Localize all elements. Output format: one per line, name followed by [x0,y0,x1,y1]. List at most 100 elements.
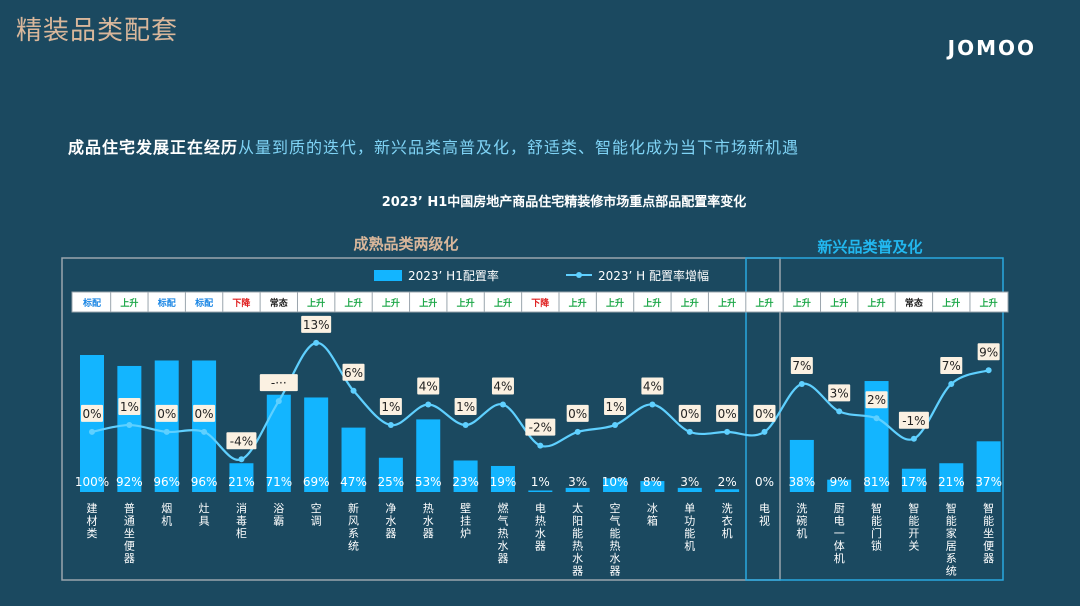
bar [192,360,217,492]
legend-line-marker [576,272,582,278]
growth-label-box [865,391,888,409]
growth-point [873,415,880,422]
category-label: 烟机 [161,501,172,528]
bar-value-label: 21% [938,475,965,489]
bar-value-label: 96% [153,475,180,489]
growth-value-label: -4% [230,434,253,448]
growth-label-box [525,418,556,436]
status-label: 上升 [681,297,699,309]
bar-value-label: 9% [830,475,849,489]
growth-label-box [940,356,963,374]
status-label: 上升 [718,297,736,309]
growth-value-label: 0% [157,407,176,421]
category-label: 普通坐便器 [124,501,135,565]
growth-value-label: 7% [792,359,811,373]
status-label: 上升 [382,297,400,309]
bar [827,479,852,492]
bar-value-label: 37% [975,475,1002,489]
growth-value-label: 0% [568,407,587,421]
growth-value-label: 1% [606,400,625,414]
growth-line-series [89,339,992,463]
bar-value-label: 47% [340,475,367,489]
bar [117,365,142,492]
status-label: 标配 [194,297,213,309]
growth-point [985,367,992,374]
bar-value-label: 2% [718,475,737,489]
status-label: 标配 [157,297,176,309]
category-label: 壁挂炉 [460,501,471,540]
status-label: 上升 [830,297,848,309]
bar-value-label: 8% [643,475,662,489]
status-row-frame [71,291,1009,313]
growth-label-box [790,356,813,374]
legend-bar-label: 2023’ H1配置率 [408,268,499,283]
growth-point [649,401,656,408]
bar [80,355,104,492]
status-label: 上升 [755,297,773,309]
mature-frame [61,257,781,581]
growth-label-box [977,343,1000,361]
growth-label-box [342,363,365,381]
category-label: 浴霸 [273,502,284,528]
bar-value-label: 19% [490,475,517,489]
growth-value-label: 9% [979,345,998,359]
growth-value-labels: 0% 1% 0% 0% -4% -··· 13% 6% 1% 4% 1% 4% -2% 0% 1% 4% 0% 0… [81,315,1000,450]
growth-value-label: 3% [830,386,849,400]
page-title: 精装品类配套 [16,16,179,46]
chart-legend: 2023’ H1配置率 2023’ H 配置率增幅 [374,268,709,283]
growth-label-box [259,374,298,392]
bar [528,490,553,492]
category-label: 消毒柜 [236,501,247,540]
growth-label-box [898,411,929,429]
bar [453,460,478,492]
growth-point [89,428,95,435]
growth-value-label: 1% [120,400,139,414]
category-label: 热水器 [423,502,434,540]
bar-value-label: 25% [378,475,405,489]
growth-point [425,401,432,408]
bar-value-label: 17% [901,475,928,489]
category-label: 灶具 [199,502,210,528]
category-label: 空调 [311,501,322,528]
category-label: 冰箱 [647,502,658,528]
bar [715,489,740,492]
growth-point [761,428,768,435]
category-label: 空气能热水器 [610,501,621,578]
bar-value-label: 53% [415,475,442,489]
status-label: 上升 [793,297,811,309]
legend-line-label: 2023’ H 配置率增幅 [598,268,709,283]
status-label: 上升 [980,297,998,309]
status-label: 下降 [232,297,251,309]
status-label: 上升 [606,297,624,309]
bar [677,487,702,492]
bar-value-label: 69% [303,475,330,489]
bar [341,427,366,492]
subtitle-highlight: 成品住宅发展正在经历 [68,138,239,157]
growth-label-box [301,315,332,333]
growth-point [798,380,805,387]
bar [416,419,441,492]
category-label: 智能门锁 [871,501,882,553]
bar [939,463,964,492]
category-label: 厨电一体机 [834,502,845,565]
chart-title: 2023’ H1中国房地产商品住宅精装修市场重点部品配置率变化 [382,194,747,210]
bar-value-label: 92% [116,475,143,489]
bar-value-label: 21% [228,475,255,489]
status-label: 上升 [569,297,587,309]
growth-label-box [641,377,664,395]
status-row: 标配 上升 标配 标配 下降 常态 上升 上升 上升 上升 上升 上升 下降 上升 上升 上升 上升 上升 上升 上升… [71,291,1009,313]
bar-value-label: 23% [452,475,479,489]
growth-point [163,428,170,435]
category-label: 净水器 [385,501,396,540]
bar-value-label: 0% [755,475,774,489]
growth-value-label: 0% [718,407,737,421]
growth-value-label: 1% [381,400,400,414]
bar-value-label: 3% [568,475,587,489]
growth-value-label: 6% [344,366,363,380]
bar [266,394,291,492]
bar-value-label: 38% [789,475,816,489]
growth-point [275,398,282,405]
bar-series [80,355,1001,492]
status-label: 常态 [905,297,923,309]
growth-label-box [226,432,257,450]
